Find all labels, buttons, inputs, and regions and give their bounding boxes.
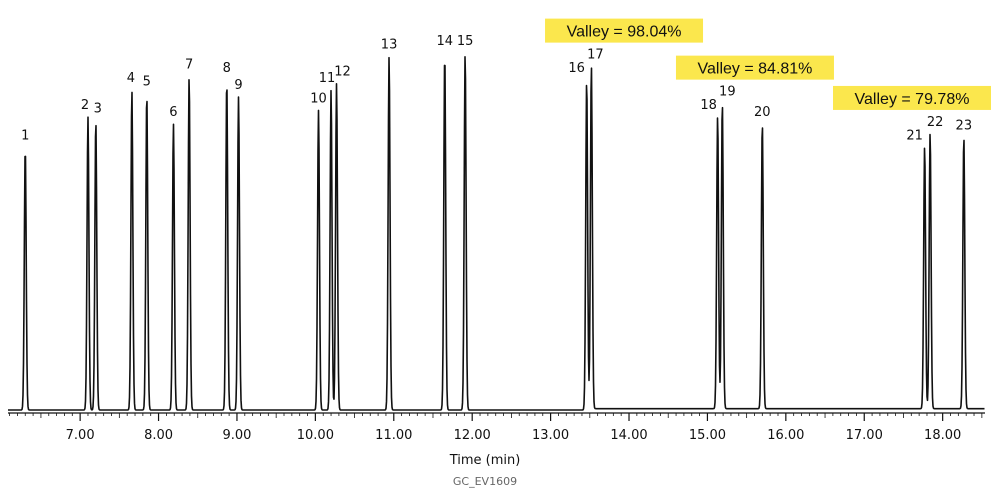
valley-highlight [833, 85, 991, 110]
x-tick-label: 12.00 [454, 428, 491, 443]
x-tick-label: 13.00 [532, 428, 569, 443]
x-tick-label: 15.00 [689, 428, 726, 443]
peak-label-17: 17 [587, 48, 604, 63]
valley-annotations: Valley = 98.04% Valley = 84.81% Valley = 7… [545, 18, 991, 110]
peak-label-16: 16 [568, 61, 585, 76]
peak-label-14: 14 [436, 34, 453, 49]
x-axis-title: Time (min) [449, 453, 521, 468]
peak-label-15: 15 [457, 34, 474, 49]
peak-label-13: 13 [381, 38, 398, 53]
peak-label-21: 21 [906, 128, 923, 143]
valley-annotation: Valley = 98.04% [545, 18, 704, 43]
x-tick-label: 14.00 [610, 428, 647, 443]
valley-annotation: Valley = 79.78% [833, 85, 991, 110]
x-tick-label: 18.00 [924, 428, 961, 443]
peak-label-8: 8 [223, 61, 231, 76]
peak-label-11: 11 [319, 71, 336, 86]
valley-highlight [545, 18, 704, 43]
peak-label-3: 3 [94, 101, 102, 116]
x-tick-label: 9.00 [222, 428, 251, 443]
peak-label-23: 23 [956, 118, 973, 133]
peak-label-19: 19 [719, 85, 736, 100]
peak-label-12: 12 [334, 64, 351, 79]
peak-label-22: 22 [927, 115, 944, 130]
valley-annotation: Valley = 84.81% [675, 55, 834, 80]
x-axis-ticks: 7.00 8.00 9.00 10.00 11.00 12.00 13.00 14.00 15.… [9, 413, 983, 443]
peak-label-20: 20 [754, 105, 771, 120]
x-tick-label: 8.00 [144, 428, 173, 443]
x-tick-label: 7.00 [66, 428, 95, 443]
x-tick-label: 16.00 [767, 428, 804, 443]
x-tick-label: 10.00 [297, 428, 334, 443]
x-tick-label: 17.00 [846, 428, 883, 443]
peak-label-18: 18 [700, 98, 717, 113]
figure-code: GC_EV1609 [453, 475, 517, 488]
peak-label-10: 10 [310, 91, 327, 106]
peak-label-7: 7 [185, 58, 193, 73]
peak-label-9: 9 [234, 78, 242, 93]
peak-label-1: 1 [21, 128, 29, 143]
valley-text: Valley = 98.04% [567, 24, 682, 41]
chromatogram-trace [7, 56, 985, 411]
valley-text: Valley = 84.81% [698, 61, 813, 78]
valley-highlight [675, 55, 834, 80]
valley-text: Valley = 79.78% [855, 91, 970, 108]
peak-label-5: 5 [143, 75, 151, 90]
peak-label-2: 2 [81, 98, 89, 113]
peak-label-6: 6 [169, 105, 177, 120]
peak-label-4: 4 [127, 71, 135, 86]
x-tick-label: 11.00 [375, 428, 412, 443]
